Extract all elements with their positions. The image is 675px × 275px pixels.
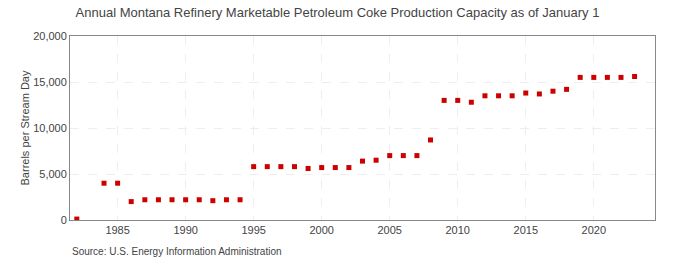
svg-text:2010: 2010 bbox=[445, 224, 469, 236]
svg-text:10,000: 10,000 bbox=[33, 122, 67, 134]
svg-text:2015: 2015 bbox=[514, 224, 538, 236]
svg-text:Annual Montana Refinery Market: Annual Montana Refinery Marketable Petro… bbox=[76, 5, 600, 20]
svg-text:0: 0 bbox=[61, 214, 67, 226]
svg-text:Barrels per Stream Day: Barrels per Stream Day bbox=[19, 70, 31, 185]
svg-text:1985: 1985 bbox=[105, 224, 129, 236]
svg-text:1995: 1995 bbox=[241, 224, 265, 236]
svg-text:Source: U.S. Energy Informatio: Source: U.S. Energy Information Administ… bbox=[72, 246, 282, 257]
svg-text:2020: 2020 bbox=[582, 224, 606, 236]
svg-text:5,000: 5,000 bbox=[39, 168, 67, 180]
svg-text:20,000: 20,000 bbox=[33, 30, 67, 42]
svg-text:2005: 2005 bbox=[377, 224, 401, 236]
svg-text:2000: 2000 bbox=[309, 224, 333, 236]
svg-text:1990: 1990 bbox=[173, 224, 197, 236]
svg-text:15,000: 15,000 bbox=[33, 76, 67, 88]
